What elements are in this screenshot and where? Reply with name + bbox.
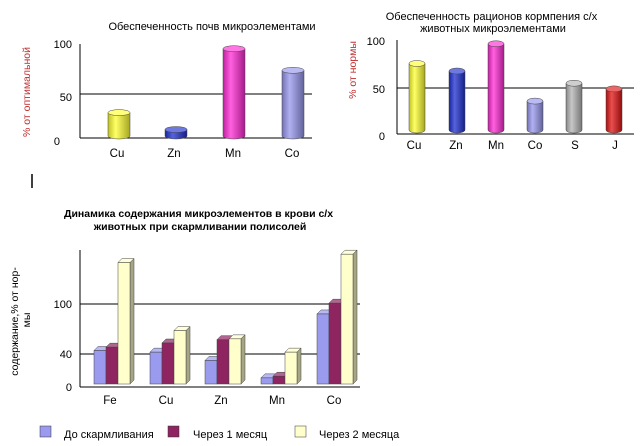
- chart3-ylabel-line1: содержание,% от нор-: [9, 267, 21, 376]
- chart3-title-line2: животных при скармливании полисолей: [93, 221, 307, 233]
- chart1-xlabel-co: Co: [285, 148, 300, 160]
- chart1-bar-zn: [164, 126, 188, 140]
- chart3-bar-mn-s2: [284, 347, 302, 385]
- chart2-ytick-0: 0: [379, 131, 385, 143]
- chart2-bar-s: [565, 79, 583, 134]
- chart1-xlabel-cu: Cu: [110, 148, 125, 160]
- chart1-bar-co: [281, 67, 305, 140]
- chart2-xlabel-j: J: [612, 140, 618, 152]
- chart2-title: Обеспеченность рационов кормпения с/х жи…: [386, 11, 601, 35]
- chart1-xlabel-mn: Mn: [225, 148, 241, 160]
- chart2-bar-zn: [448, 67, 466, 134]
- chart3-xlabel-co: Co: [327, 395, 342, 407]
- legend-swatch-1month: [167, 425, 180, 438]
- chart3-ytick-100: 100: [54, 299, 72, 311]
- legend-label-before: До скармливания: [64, 429, 154, 441]
- chart2-title-line2: животных микроэлементами: [420, 23, 566, 35]
- chart3-bar-fe-s2: [117, 257, 135, 385]
- chart3-bar-zn-s2: [228, 334, 246, 385]
- chart2-xlabel-cu: Cu: [407, 140, 422, 152]
- chart3-xlabel-mn: Mn: [269, 395, 285, 407]
- chart1-bar-cu: [107, 109, 131, 140]
- chart3-ylabel-line2: мы: [21, 313, 33, 328]
- chart3-ylabel: содержание,% от нор- мы: [9, 264, 33, 376]
- legend-label-1month: Через 1 месяц: [193, 429, 268, 441]
- chart3-title: Динамика содержания микроэлементов в кро…: [64, 208, 336, 233]
- chart1-ytick-100: 100: [54, 39, 72, 51]
- chart1-bar-mn: [222, 45, 246, 140]
- chart-blood: Динамика содержания микроэлементов в кро…: [9, 208, 400, 441]
- chart1-xlabel-zn: Zn: [167, 148, 180, 160]
- chart3-xlabel-zn: Zn: [214, 395, 227, 407]
- legend-label-2months: Через 2 месяца: [319, 429, 400, 441]
- chart2-ytick-100: 100: [367, 36, 385, 48]
- chart2-bar-mn: [487, 40, 505, 134]
- chart2-title-line1: Обеспеченность рационов кормпения с/х: [386, 11, 598, 23]
- legend-swatch-2months: [294, 425, 307, 438]
- chart2-bar-j: [605, 85, 623, 134]
- chart3-bar-co-s2: [340, 249, 358, 385]
- chart-rations: Обеспеченность рационов кормпения с/х жи…: [347, 11, 634, 152]
- chart1-ytick-0: 0: [54, 136, 60, 148]
- chart2-bar-cu: [408, 60, 426, 134]
- chart3-ytick-0: 0: [66, 382, 72, 394]
- chart2-xlabel-co: Co: [528, 140, 543, 152]
- chart1-title: Обеспеченность почв микроэлементами: [108, 21, 315, 33]
- chart2-bar-co: [526, 97, 544, 134]
- chart3-xlabel-cu: Cu: [159, 395, 174, 407]
- chart2-ylabel: % от нормы: [347, 41, 359, 99]
- chart2-ytick-50: 50: [373, 84, 385, 96]
- chart2-xlabel-s: S: [571, 140, 579, 152]
- chart3-legend: До скармливания Через 1 месяц Через 2 ме…: [39, 425, 400, 441]
- chart3-bar-cu-s2: [173, 325, 191, 385]
- chart2-xlabel-zn: Zn: [449, 140, 462, 152]
- chart1-ylabel: % от оптимальной: [21, 47, 33, 137]
- chart3-ytick-40: 40: [60, 349, 72, 361]
- chart1-ytick-50: 50: [60, 92, 72, 104]
- chart3-xlabel-fe: Fe: [103, 395, 116, 407]
- chart2-xlabel-mn: Mn: [488, 140, 504, 152]
- chart-soil: Обеспеченность почв микроэлементами % от…: [21, 21, 316, 160]
- legend-swatch-before: [39, 425, 52, 438]
- chart3-title-line1: Динамика содержания микроэлементов в кро…: [64, 208, 333, 220]
